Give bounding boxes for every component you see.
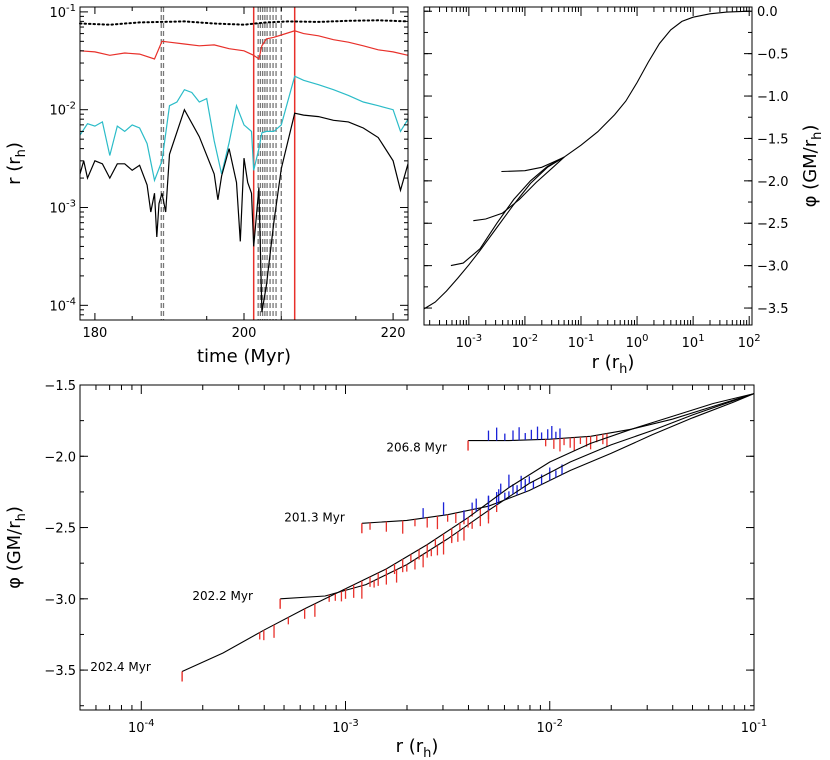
x-tick-label: 10-1 bbox=[741, 718, 768, 736]
y-tick-label: −1.5 bbox=[757, 132, 789, 147]
y-axis-label: φ (GM/rh) bbox=[800, 125, 825, 208]
x-axis-label: time (Myr) bbox=[197, 346, 291, 367]
plot-frame bbox=[423, 6, 753, 326]
y-tick-label: −2.5 bbox=[44, 522, 76, 537]
series-line-0 bbox=[79, 19, 409, 26]
snapshot-time-label: 206.8 Myr bbox=[386, 441, 447, 455]
y-axis-label: φ (GM/rh) bbox=[4, 506, 29, 589]
y-tick-label: −2.0 bbox=[757, 175, 789, 190]
potential-curve bbox=[280, 393, 755, 600]
y-tick-label: 10-1 bbox=[49, 3, 76, 21]
potential-profile-line bbox=[423, 156, 565, 310]
series-line-3 bbox=[79, 108, 409, 313]
x-tick-label: 10-1 bbox=[568, 333, 595, 351]
x-tick-label: 10-3 bbox=[332, 718, 359, 736]
y-axis-label: r (rh) bbox=[4, 142, 29, 185]
panel-potential-zoom: 206.8 Myr 201.3 Myr 202.2 Myr 202.4 Myr 10-4… bbox=[4, 379, 767, 760]
potential-profile-line bbox=[473, 156, 565, 222]
potential-curve bbox=[181, 393, 755, 673]
snapshot-time-label: 202.2 Myr bbox=[192, 589, 253, 603]
x-tick-label: 180 bbox=[82, 326, 107, 341]
y-tick-label: −3.5 bbox=[757, 302, 789, 317]
panel-time-evolution: 180 200 220 10-4 10-3 10-2 10-1 time (Myr) r (rh… bbox=[4, 3, 409, 367]
x-tick-label: 10-2 bbox=[536, 718, 563, 736]
potential-curve bbox=[468, 393, 755, 442]
series-line-2 bbox=[79, 75, 409, 183]
x-tick-label: 200 bbox=[232, 326, 257, 341]
y-tick-label: −1.0 bbox=[757, 90, 789, 105]
x-axis-label: r (rh) bbox=[396, 736, 439, 760]
snapshot-time-label: 201.3 Myr bbox=[284, 511, 345, 525]
x-tick-label: 220 bbox=[381, 326, 406, 341]
x-axis-label: r (rh) bbox=[592, 352, 635, 377]
x-tick-label: 10-3 bbox=[456, 333, 483, 351]
y-tick-label: −0.5 bbox=[757, 48, 789, 63]
snapshot-time-label: 202.4 Myr bbox=[90, 660, 151, 674]
y-tick-label: 10-3 bbox=[49, 199, 76, 217]
series-line-1 bbox=[79, 30, 409, 61]
y-tick-label: −3.0 bbox=[44, 593, 76, 608]
panel-potential-profiles: 10-3 10-2 10-1 100 101 102 0.0 −0.5 −1.0 −1.5 −2.0… bbox=[423, 5, 825, 377]
y-tick-label: −3.5 bbox=[44, 664, 76, 679]
potential-curve bbox=[361, 393, 755, 524]
x-tick-label: 102 bbox=[738, 333, 761, 351]
potential-profile-line bbox=[450, 156, 565, 267]
x-tick-label: 10-2 bbox=[512, 333, 539, 351]
potential-profile-line bbox=[501, 156, 565, 173]
x-tick-label: 10-4 bbox=[128, 718, 155, 736]
y-tick-label: −1.5 bbox=[44, 379, 76, 394]
plot-frame bbox=[79, 384, 755, 711]
y-tick-label: −3.0 bbox=[757, 260, 789, 275]
y-tick-label: 0.0 bbox=[757, 5, 778, 20]
y-tick-label: −2.0 bbox=[44, 450, 76, 465]
y-tick-label: 10-4 bbox=[49, 296, 76, 314]
x-tick-label: 101 bbox=[682, 333, 705, 351]
x-tick-label: 100 bbox=[626, 333, 649, 351]
y-tick-label: 10-2 bbox=[49, 101, 76, 119]
outer-potential-curve bbox=[563, 10, 750, 158]
y-tick-label: −2.5 bbox=[757, 217, 789, 232]
